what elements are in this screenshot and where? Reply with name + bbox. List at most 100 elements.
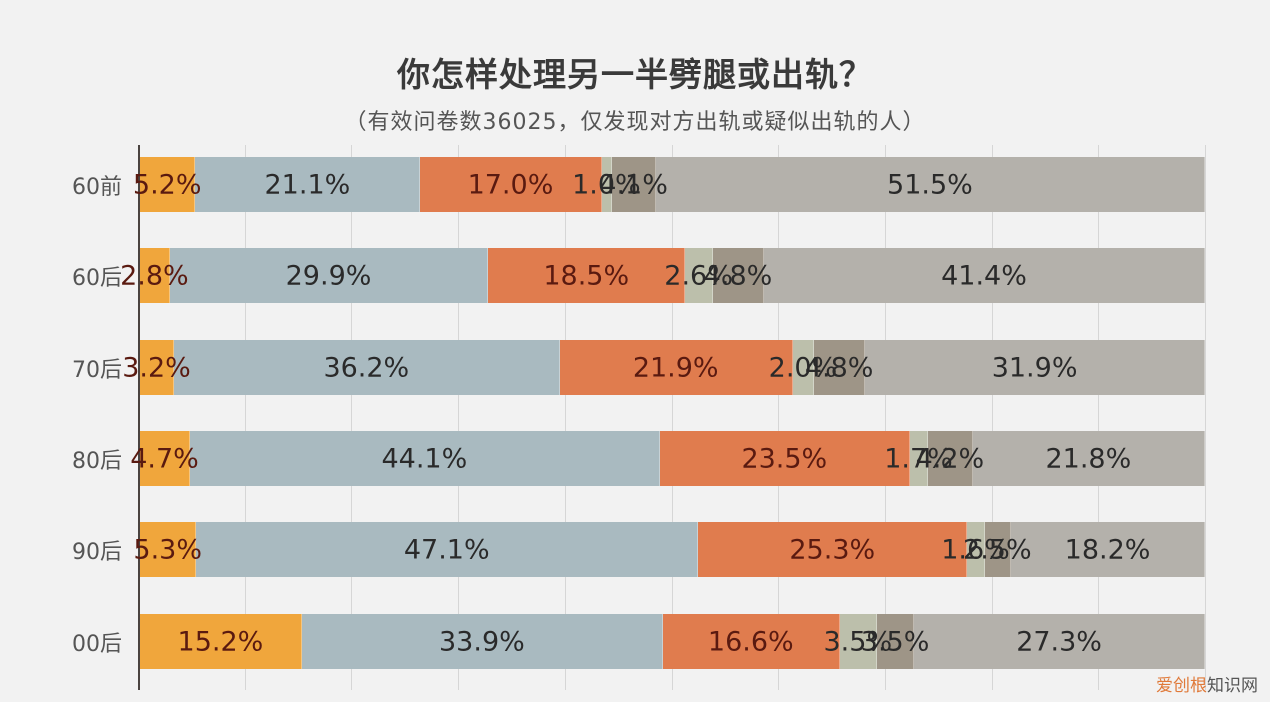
- data-label: 3.5%: [823, 626, 893, 657]
- bar-segment: 15.2%: [140, 614, 302, 669]
- gridline: [245, 145, 246, 690]
- watermark-brand: 爱创根: [1156, 676, 1207, 696]
- bar-segment: 5.3%: [133, 522, 202, 577]
- bar-segment: 4.2%: [916, 431, 984, 486]
- bar-segment: 4.1%: [599, 157, 668, 212]
- data-label: 4.2%: [915, 443, 985, 474]
- gridline: [1205, 145, 1206, 690]
- bar-segment: 2.5%: [963, 522, 1032, 577]
- category-label: 80后: [72, 449, 122, 474]
- data-label: 44.1%: [381, 443, 468, 474]
- bar-segment: 2.8%: [120, 248, 189, 303]
- data-label: 16.6%: [707, 626, 794, 657]
- data-label: 33.9%: [439, 626, 525, 657]
- data-label: 47.1%: [403, 534, 490, 565]
- data-label: 1.7%: [884, 443, 953, 474]
- bar-segment: 18.2%: [1011, 522, 1205, 577]
- bar-segment: 23.5%: [659, 431, 910, 486]
- bar-segment: 2.0%: [769, 340, 837, 395]
- bar-segment: 27.3%: [914, 614, 1205, 669]
- data-label: 5.3%: [133, 534, 203, 565]
- bar-segment: 36.2%: [174, 340, 560, 395]
- stacked-bar: 5.3% 47.1% 25.3% 1.6% 2.5% 18.2%: [133, 522, 1205, 577]
- category-label: 90后: [72, 540, 122, 565]
- bar-segment: 1.6%: [941, 522, 1010, 577]
- y-axis-line: [138, 145, 140, 690]
- category-label: 00后: [72, 632, 122, 657]
- data-label: 21.8%: [1045, 443, 1132, 474]
- gridline: [351, 145, 352, 690]
- bar-segment: 16.6%: [662, 614, 840, 669]
- bar-segment: 21.1%: [195, 157, 421, 212]
- bar-segment: 4.8%: [704, 248, 772, 303]
- bar-segment: 1.7%: [884, 431, 953, 486]
- bar-segment: 47.1%: [196, 522, 699, 577]
- data-label: 1.0%: [572, 169, 641, 200]
- data-label: 18.2%: [1064, 534, 1151, 565]
- gridline: [458, 145, 459, 690]
- bar-segment: 4.7%: [130, 431, 199, 486]
- gridline: [992, 145, 993, 690]
- bar-segment: 5.2%: [133, 157, 202, 212]
- data-label: 2.5%: [963, 534, 1032, 565]
- bar-segment: 3.5%: [861, 614, 929, 669]
- data-label: 21.1%: [264, 169, 351, 200]
- bar-segment: 4.8%: [805, 340, 873, 395]
- plot-area: 5.2% 21.1% 17.0% 1.0% 4.1% 51.5% 2.8% 29.9% 18.5…: [120, 145, 1206, 690]
- data-label: 3.2%: [122, 352, 191, 383]
- bar-segment: 3.2%: [122, 340, 191, 395]
- data-label: 25.3%: [789, 534, 876, 565]
- data-label: 36.2%: [323, 352, 410, 383]
- watermark-suffix: 知识网: [1207, 676, 1258, 696]
- gridline: [1098, 145, 1099, 690]
- data-label: 15.2%: [177, 626, 264, 657]
- data-label: 5.2%: [132, 169, 202, 200]
- data-label: 1.6%: [941, 534, 1010, 565]
- data-label: 2.6%: [664, 260, 733, 291]
- chart-subtitle: （有效问卷数36025，仅发现对方出轨或疑似出轨的人）: [344, 110, 926, 135]
- gridline: [672, 145, 673, 690]
- bar-segment: 41.4%: [764, 248, 1205, 303]
- chart-title: 你怎样处理另一半劈腿或出轨？: [397, 55, 873, 94]
- category-label: 60前: [72, 175, 122, 200]
- gridline: [778, 145, 779, 690]
- data-label: 2.8%: [120, 260, 189, 291]
- bar-segment: 33.9%: [301, 614, 663, 669]
- data-label: 3.5%: [860, 626, 930, 657]
- watermark: 爱创根知识网: [1156, 671, 1258, 696]
- data-label: 23.5%: [741, 443, 828, 474]
- data-label: 4.7%: [130, 443, 199, 474]
- stacked-bar: 2.8% 29.9% 18.5% 2.6% 4.8% 41.4%: [120, 248, 1205, 303]
- gridline: [885, 145, 886, 690]
- bar-segment: 3.5%: [824, 614, 892, 669]
- bar-segment: 18.5%: [488, 248, 686, 303]
- data-label: 21.9%: [632, 352, 719, 383]
- stacked-bar: 15.2% 33.9% 16.6% 3.5% 3.5% 27.3%: [140, 614, 1205, 669]
- stacked-bar: 3.2% 36.2% 21.9% 2.0% 4.8% 31.9%: [122, 340, 1205, 395]
- bar-segment: 31.9%: [865, 340, 1205, 395]
- bar-segment: 25.3%: [698, 522, 968, 577]
- data-label: 2.0%: [768, 352, 838, 383]
- bar-segment: 21.9%: [559, 340, 793, 395]
- data-label: 4.8%: [804, 352, 874, 383]
- data-label: 31.9%: [991, 352, 1078, 383]
- data-label: 17.0%: [467, 169, 554, 200]
- stacked-bar: 4.7% 44.1% 23.5% 1.7% 4.2% 21.8%: [130, 431, 1205, 486]
- bar-segment: 44.1%: [190, 431, 660, 486]
- data-label: 51.5%: [887, 169, 973, 200]
- bar-segment: 2.6%: [664, 248, 733, 303]
- data-label: 27.3%: [1016, 626, 1102, 657]
- bar-segment: 51.5%: [655, 157, 1205, 212]
- data-label: 41.4%: [941, 260, 1027, 291]
- stacked-bar: 5.2% 21.1% 17.0% 1.0% 4.1% 51.5%: [133, 157, 1205, 212]
- bar-segment: 29.9%: [169, 248, 489, 303]
- category-label: 70后: [72, 358, 122, 383]
- category-label: 60后: [72, 266, 122, 291]
- data-label: 4.1%: [599, 169, 668, 200]
- bar-segment: 17.0%: [420, 157, 602, 212]
- bar-segment: 1.0%: [572, 157, 641, 212]
- data-label: 4.8%: [703, 260, 773, 291]
- data-label: 18.5%: [543, 260, 630, 291]
- bar-segment: 21.8%: [972, 431, 1205, 486]
- data-label: 29.9%: [285, 260, 372, 291]
